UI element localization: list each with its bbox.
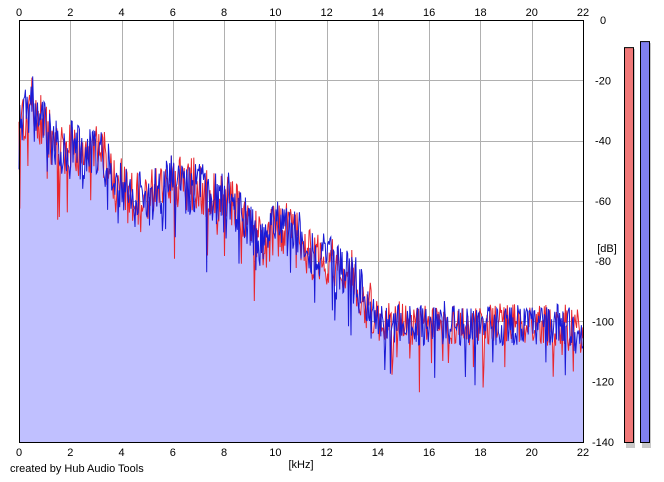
x-tick-bottom-1: 2: [67, 447, 73, 459]
x-tick-top-8: 16: [423, 7, 435, 19]
x-tick-bottom-11: 22: [577, 447, 589, 459]
x-tick-bottom-10: 20: [526, 447, 538, 459]
series-left-channel-line: [18, 77, 584, 393]
meter-right: [640, 41, 650, 443]
x-axis-top-ticks: 0 2 4 6 8 10 12 14 16 18 20 22: [16, 7, 589, 19]
y-tick-1: -20: [595, 75, 611, 87]
y-tick-2: -40: [595, 136, 611, 148]
y-tick-0: 0: [600, 15, 606, 27]
series-right-channel-line: [18, 76, 584, 386]
y-tick-3: -60: [595, 196, 611, 208]
x-tick-bottom-6: 12: [321, 447, 333, 459]
y-axis-ticks: 0 -20 -40 -60 -80 -100 -120 -140: [592, 15, 614, 449]
x-axis-bottom-ticks: 0 2 4 6 8 10 12 14 16 18 20 22: [16, 447, 589, 459]
y-tick-4: -80: [595, 256, 611, 268]
credit-text: created by Hub Audio Tools: [10, 463, 144, 475]
x-tick-top-1: 2: [67, 7, 73, 19]
x-tick-top-7: 14: [372, 7, 384, 19]
x-tick-bottom-8: 16: [423, 447, 435, 459]
spectrum-fill-area: [19, 94, 583, 443]
x-tick-top-0: 0: [16, 7, 22, 19]
x-tick-bottom-4: 8: [221, 447, 227, 459]
x-tick-top-4: 8: [221, 7, 227, 19]
x-tick-top-5: 10: [269, 7, 281, 19]
x-tick-top-10: 20: [526, 7, 538, 19]
y-axis-label: [dB]: [597, 243, 617, 255]
y-tick-6: -120: [592, 377, 614, 389]
x-axis-label: [kHz]: [288, 459, 313, 471]
x-tick-bottom-0: 0: [16, 447, 22, 459]
x-tick-top-6: 12: [321, 7, 333, 19]
x-tick-top-11: 22: [577, 7, 589, 19]
meter-left: [624, 47, 634, 443]
plot-area: [18, 20, 584, 443]
level-meters: [624, 41, 651, 448]
plot-frame: [19, 20, 584, 443]
x-tick-bottom-7: 14: [372, 447, 384, 459]
x-tick-bottom-3: 6: [170, 447, 176, 459]
x-tick-top-9: 18: [474, 7, 486, 19]
x-tick-top-3: 6: [170, 7, 176, 19]
y-tick-7: -140: [592, 437, 614, 449]
x-tick-bottom-9: 18: [474, 447, 486, 459]
x-tick-bottom-5: 10: [269, 447, 281, 459]
x-tick-top-2: 4: [118, 7, 124, 19]
y-tick-5: -100: [592, 316, 614, 328]
x-tick-bottom-2: 4: [118, 447, 124, 459]
